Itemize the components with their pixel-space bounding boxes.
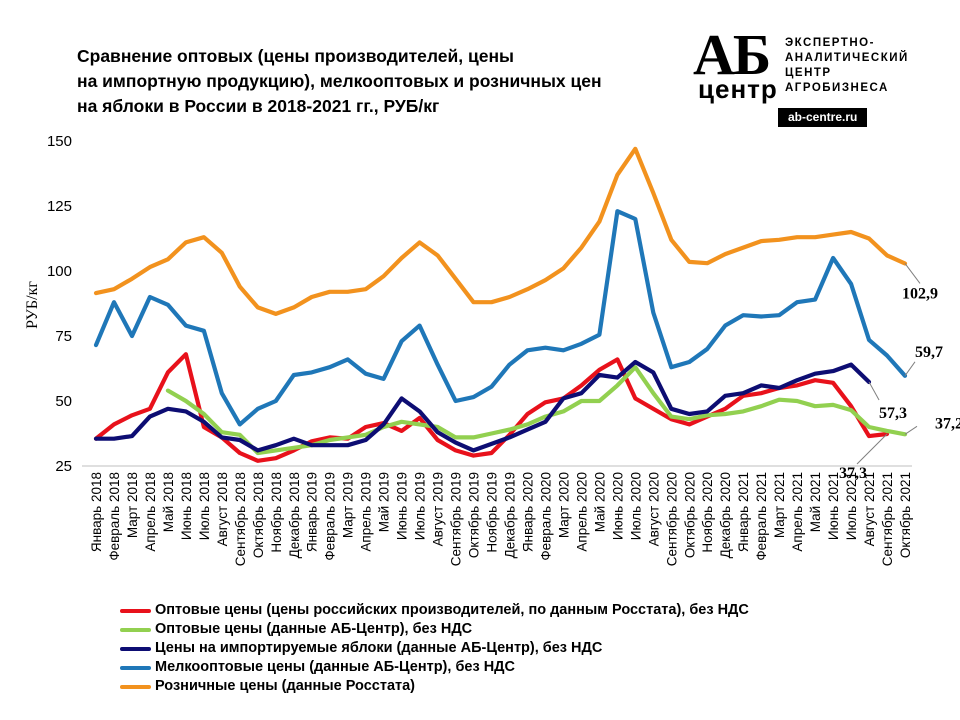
x-tick-label-45: Октябрь 2021: [898, 472, 913, 558]
y-tick-label-5: 150: [47, 133, 72, 150]
x-tick-label-36: Январь 2021: [736, 472, 751, 552]
x-tick-label-26: Март 2020: [556, 472, 571, 538]
x-tick-label-37: Февраль 2021: [754, 472, 769, 561]
end-label-leader-2: [868, 381, 880, 401]
legend-label-1: Оптовые цены (данные АБ-Центр), без НДС: [155, 621, 473, 637]
end-value-label-3: 59,7: [915, 344, 943, 361]
x-tick-label-8: Сентябрь 2018: [233, 472, 248, 566]
series-line-0: [93, 352, 890, 463]
x-tick-label-44: Сентябрь 2021: [880, 472, 895, 566]
x-tick-label-38: Март 2021: [772, 472, 787, 538]
end-label-leader-0: [856, 433, 888, 465]
x-tick-label-12: Январь 2019: [305, 472, 320, 552]
series-line-3: [93, 209, 908, 427]
x-tick-label-15: Апрель 2019: [359, 472, 374, 552]
x-tick-label-33: Октябрь 2020: [682, 472, 697, 558]
x-tick-label-6: Июль 2018: [197, 472, 212, 540]
x-tick-label-32: Сентябрь 2020: [664, 472, 679, 566]
series-line-1: [165, 365, 908, 456]
end-value-label-0: 37,3: [839, 465, 867, 482]
x-tick-label-30: Июль 2020: [628, 472, 643, 540]
x-tick-label-14: Март 2019: [341, 472, 356, 538]
x-tick-label-22: Ноябрь 2019: [485, 472, 500, 553]
x-tick-label-24: Январь 2020: [520, 472, 535, 552]
x-tick-label-42: Июль 2021: [844, 472, 859, 540]
x-tick-label-9: Октябрь 2018: [251, 472, 266, 558]
x-tick-label-20: Сентябрь 2019: [449, 472, 464, 566]
x-tick-label-29: Июнь 2020: [610, 472, 625, 540]
end-label-leader-4: [904, 263, 921, 284]
legend-label-3: Мелкооптовые цены (данные АБ-Центр), без…: [155, 659, 515, 675]
logo-line-1: ЭКСПЕРТНО-: [785, 37, 875, 49]
x-tick-label-25: Февраль 2020: [538, 472, 553, 561]
logo-abbr: АБ: [693, 22, 771, 87]
logo-line-4: АГРОБИЗНЕСА: [785, 82, 889, 94]
y-tick-label-0: 25: [55, 458, 72, 475]
x-tick-label-41: Июнь 2021: [826, 472, 841, 540]
legend-swatch-2: [120, 647, 151, 651]
x-tick-label-5: Июнь 2018: [179, 472, 194, 540]
x-tick-label-0: Январь 2018: [89, 472, 104, 552]
ab-centre-logo: АБ центр ЭКСПЕРТНО- АНАЛИТИЧЕСКИЙ ЦЕНТР …: [690, 24, 935, 127]
x-tick-label-3: Апрель 2018: [143, 472, 158, 552]
x-tick-label-19: Август 2019: [431, 472, 446, 546]
y-tick-label-2: 75: [55, 328, 72, 345]
x-tick-label-27: Апрель 2020: [574, 472, 589, 552]
x-tick-label-2: Март 2018: [125, 472, 140, 538]
x-tick-label-31: Август 2020: [646, 472, 661, 546]
x-tick-label-11: Декабрь 2018: [287, 472, 302, 558]
legend-label-0: Оптовые цены (цены российских производит…: [155, 602, 749, 618]
chart-title-line-3: на яблоки в России в 2018-2021 гг., РУБ/…: [77, 96, 440, 116]
x-tick-label-10: Ноябрь 2018: [269, 472, 284, 553]
logo-line-2: АНАЛИТИЧЕСКИЙ: [785, 52, 909, 64]
x-tick-label-18: Июль 2019: [413, 472, 428, 540]
x-tick-label-28: Май 2020: [592, 472, 607, 532]
end-value-label-2: 57,3: [879, 405, 907, 422]
x-tick-label-1: Февраль 2018: [107, 472, 122, 561]
end-value-label-1: 37,2: [935, 415, 960, 432]
end-label-leader-1: [904, 425, 918, 435]
y-tick-label-1: 50: [55, 393, 72, 410]
legend-label-2: Цены на импортируемые яблоки (данные АБ-…: [155, 640, 603, 656]
x-tick-label-21: Октябрь 2019: [467, 472, 482, 558]
y-tick-label-3: 100: [47, 263, 72, 280]
logo-org-name: ЭКСПЕРТНО- АНАЛИТИЧЕСКИЙ ЦЕНТР АГРОБИЗНЕ…: [785, 36, 909, 96]
legend-label-4: Розничные цены (данные Росстата): [155, 678, 416, 694]
chart-title-line-1: Сравнение оптовых (цены производителей, …: [77, 46, 514, 66]
x-tick-label-7: Август 2018: [215, 472, 230, 546]
x-tick-label-43: Август 2021: [862, 472, 877, 546]
x-tick-label-23: Декабрь 2019: [502, 472, 517, 558]
y-tick-label-4: 125: [47, 198, 72, 215]
x-tick-label-40: Май 2021: [808, 472, 823, 532]
x-tick-label-35: Декабрь 2020: [718, 472, 733, 558]
x-tick-label-16: Май 2019: [377, 472, 392, 532]
x-tick-label-13: Февраль 2019: [323, 472, 338, 561]
x-tick-label-17: Июнь 2019: [395, 472, 410, 540]
end-value-label-4: 102,9: [902, 285, 938, 302]
legend-swatch-0: [120, 609, 151, 613]
chart-title-line-2: на импортную продукцию), мелкооптовых и …: [77, 71, 602, 91]
x-tick-label-4: Май 2018: [161, 472, 176, 532]
chart-title: Сравнение оптовых (цены производителей, …: [77, 44, 667, 119]
end-label-leader-3: [904, 361, 916, 377]
series-line-2: [93, 359, 872, 453]
legend-swatch-3: [120, 666, 151, 670]
logo-line-3: ЦЕНТР: [785, 67, 832, 79]
logo-url: ab-centre.ru: [778, 108, 868, 127]
logo-center-word: центр: [698, 74, 778, 104]
legend-swatch-1: [120, 628, 151, 632]
x-tick-label-34: Ноябрь 2020: [700, 472, 715, 553]
series-line-4: [93, 146, 908, 316]
legend-swatch-4: [120, 685, 151, 689]
x-tick-label-39: Апрель 2021: [790, 472, 805, 552]
y-axis-label: РУБ/кг: [24, 281, 41, 329]
